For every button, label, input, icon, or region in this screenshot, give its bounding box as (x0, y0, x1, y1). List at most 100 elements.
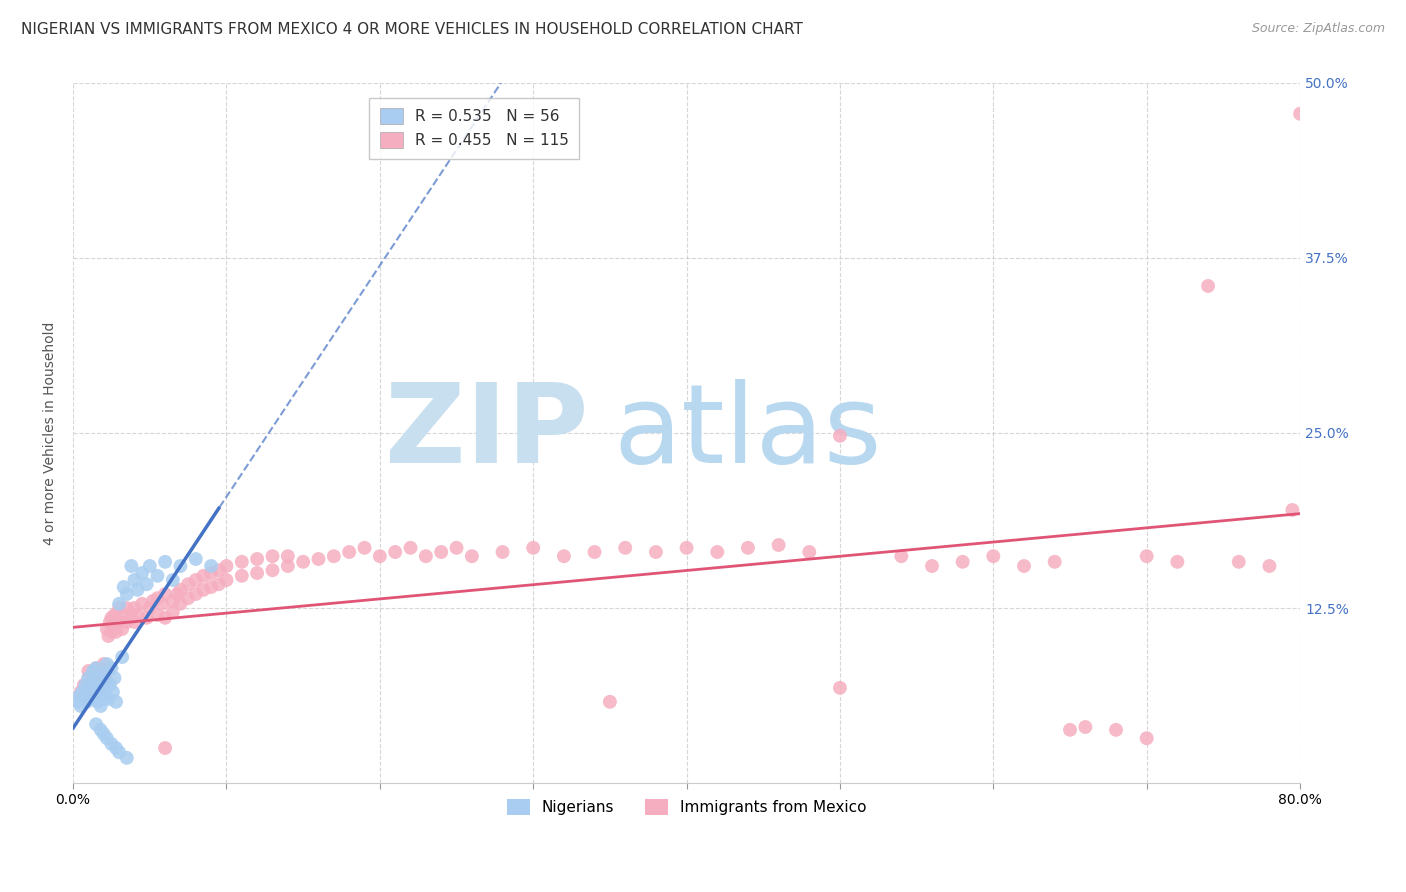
Point (97, 629, 120, 643)
Point (177, 591, 200, 606)
Point (131, 566, 153, 580)
Point (98, 678, 121, 692)
Point (105, 695, 128, 709)
Point (93, 727, 115, 741)
Point (89, 681, 111, 695)
Point (231, 569, 253, 583)
Point (1012, 559, 1035, 574)
Point (446, 541, 468, 555)
Point (952, 555, 974, 569)
Point (84, 661, 107, 675)
Point (522, 541, 544, 555)
Point (90, 671, 112, 685)
Point (91, 666, 114, 681)
Point (1043, 555, 1066, 569)
Point (96, 675, 118, 690)
Point (111, 622, 134, 636)
Point (96, 664, 118, 678)
Point (184, 587, 207, 601)
Y-axis label: 4 or more Vehicles in Household: 4 or more Vehicles in Household (44, 321, 58, 545)
Point (84, 678, 107, 692)
Point (83, 685, 105, 699)
Point (1258, 559, 1281, 574)
Point (127, 607, 149, 622)
Point (86, 671, 108, 685)
Point (599, 695, 621, 709)
Text: atlas: atlas (613, 379, 882, 486)
Point (112, 580, 135, 594)
Point (73, 692, 96, 706)
Point (583, 545, 606, 559)
Point (112, 607, 135, 622)
Text: ZIP: ZIP (385, 379, 589, 486)
Point (292, 555, 315, 569)
Point (200, 559, 222, 574)
Point (90, 664, 112, 678)
Point (277, 549, 299, 564)
Point (169, 559, 191, 574)
Point (828, 681, 851, 695)
Point (108, 615, 131, 629)
Point (215, 559, 238, 574)
Point (115, 587, 138, 601)
Point (97, 692, 120, 706)
Point (135, 577, 157, 591)
Point (384, 545, 406, 559)
Point (1059, 723, 1081, 737)
Point (96, 622, 118, 636)
Point (246, 552, 269, 566)
Point (308, 552, 330, 566)
Point (153, 587, 176, 601)
Point (105, 741, 128, 756)
Point (415, 549, 437, 564)
Point (115, 601, 138, 615)
Point (96, 731, 118, 746)
Point (80, 675, 103, 690)
Point (75, 690, 97, 704)
Point (83, 690, 105, 704)
Point (90, 723, 112, 737)
Point (150, 597, 173, 611)
Point (262, 563, 284, 577)
Point (246, 566, 269, 580)
Point (139, 559, 162, 574)
Point (108, 745, 131, 759)
Point (135, 611, 157, 625)
Point (80, 675, 103, 690)
Point (322, 549, 344, 564)
Point (77, 664, 100, 678)
Point (177, 577, 200, 591)
Point (91, 692, 114, 706)
Point (111, 650, 134, 665)
Point (231, 555, 253, 569)
Point (139, 601, 162, 615)
Point (105, 624, 128, 639)
Point (77, 681, 100, 695)
Point (131, 597, 153, 611)
Point (146, 569, 169, 583)
Point (368, 549, 391, 564)
Point (75, 678, 97, 692)
Point (93, 657, 115, 671)
Point (461, 549, 484, 564)
Point (84, 717, 107, 731)
Point (142, 594, 165, 608)
Point (193, 582, 215, 597)
Point (169, 582, 191, 597)
Point (799, 545, 821, 559)
Point (98, 615, 121, 629)
Point (706, 545, 728, 559)
Point (146, 607, 169, 622)
Point (120, 611, 142, 625)
Point (77, 671, 100, 685)
Point (69, 699, 91, 714)
Point (76, 695, 98, 709)
Point (399, 541, 422, 555)
Point (675, 541, 697, 555)
Point (200, 580, 222, 594)
Point (103, 671, 125, 685)
Point (981, 549, 1004, 564)
Point (153, 611, 176, 625)
Point (184, 573, 207, 587)
Point (84, 678, 107, 692)
